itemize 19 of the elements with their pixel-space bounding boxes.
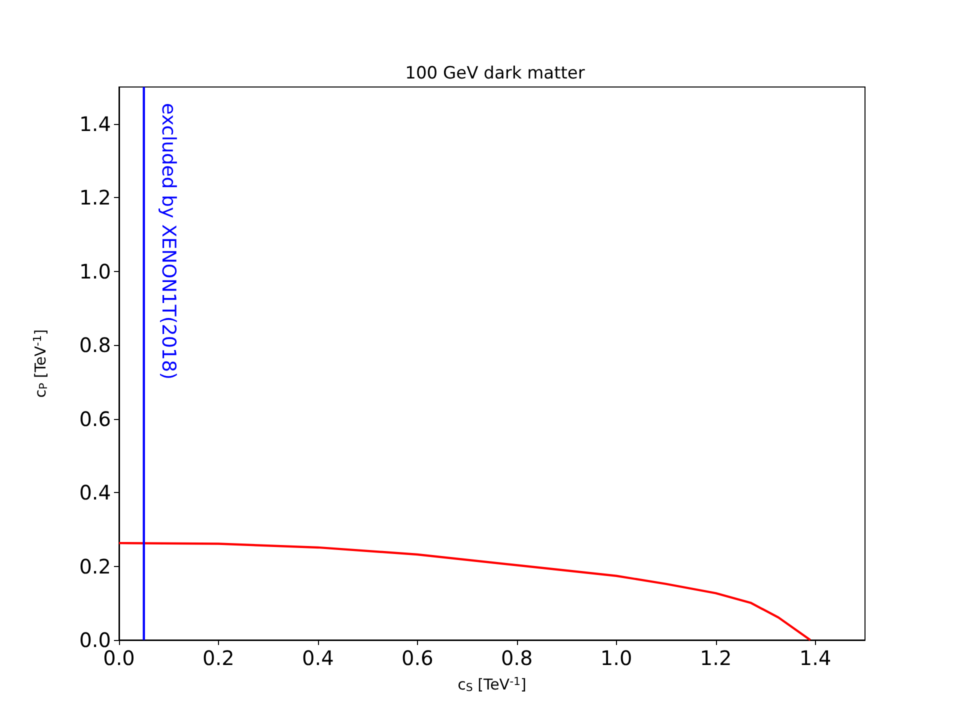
y-tick-label: 0.2	[79, 554, 111, 578]
y-tick-label: 0.8	[79, 333, 111, 358]
y-tick-label: 1.4	[79, 112, 111, 136]
y-axis-title: cP [TeV-1]	[31, 329, 50, 398]
x-tick-label: 0.2	[202, 646, 234, 670]
y-tick-label: 0.6	[79, 406, 111, 431]
x-tick-label: 0.6	[401, 646, 434, 670]
y-tick-label: 1.0	[79, 259, 111, 284]
x-tick-label: 0.0	[103, 646, 135, 670]
x-tick-label: 0.4	[302, 646, 334, 670]
y-tick-label: 0.4	[79, 480, 111, 505]
x-tick-label: 1.4	[799, 646, 832, 670]
x-tick-label: 1.0	[600, 646, 632, 670]
line-series	[118, 542, 812, 642]
ref-line-label: excluded by XENON1T(2018)	[157, 103, 180, 380]
y-tick-label: 1.2	[79, 186, 111, 210]
x-tick-label: 1.2	[700, 646, 732, 670]
chart-title: 100 GeV dark matter	[405, 64, 585, 84]
x-tick-label: 0.8	[500, 646, 533, 670]
